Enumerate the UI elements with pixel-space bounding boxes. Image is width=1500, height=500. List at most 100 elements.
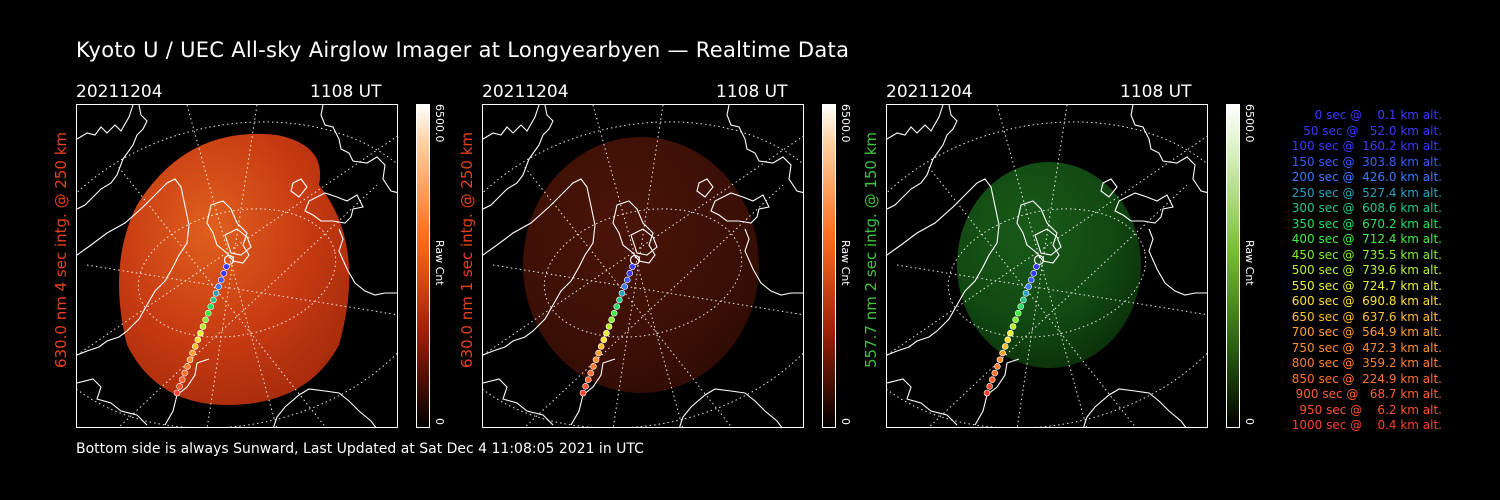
trajectory-point bbox=[199, 323, 207, 330]
trajectory-point bbox=[1033, 254, 1045, 266]
trajectory-point bbox=[1014, 309, 1022, 317]
trajectory-point bbox=[173, 389, 181, 397]
trajectory-point bbox=[991, 369, 999, 377]
colorbar-unit: Raw Cnt bbox=[433, 240, 446, 286]
coordinate-grid bbox=[483, 105, 803, 427]
trajectory-track bbox=[579, 254, 641, 397]
trajectory-point bbox=[629, 263, 636, 270]
trajectory-point bbox=[603, 329, 610, 337]
panel-time: 1108 UT bbox=[310, 82, 382, 102]
allsky-map bbox=[887, 105, 1207, 427]
coastline bbox=[77, 105, 397, 427]
colorbar-max: 6500.0 bbox=[839, 104, 852, 143]
trajectory-point bbox=[600, 336, 608, 344]
trajectory-point bbox=[608, 316, 615, 324]
trajectory-point bbox=[1020, 296, 1027, 304]
legend-row: 350 sec @ 670.2 km alt. bbox=[1287, 216, 1442, 231]
trajectory-point bbox=[204, 309, 212, 317]
trajectory-point bbox=[178, 376, 186, 384]
legend-row: 500 sec @ 739.6 km alt. bbox=[1287, 263, 1442, 277]
footer-status: Bottom side is always Sunward, Last Upda… bbox=[76, 441, 644, 457]
coordinate-grid bbox=[887, 105, 1207, 427]
allsky-image-panel bbox=[482, 104, 804, 428]
colorbar-min: 0 bbox=[1243, 418, 1256, 425]
trajectory-point bbox=[597, 343, 605, 350]
trajectory-point bbox=[626, 270, 634, 277]
trajectory-point bbox=[223, 263, 230, 270]
trajectory-point bbox=[215, 283, 222, 290]
colorbar-min: 0 bbox=[433, 418, 446, 425]
trajectory-point bbox=[220, 270, 228, 277]
legend-row: 800 sec @ 359.2 km alt. bbox=[1287, 356, 1442, 370]
trajectory-point bbox=[610, 309, 618, 317]
trajectory-point bbox=[595, 349, 602, 357]
trajectory-point bbox=[197, 329, 204, 337]
allsky-image-panel bbox=[886, 104, 1208, 428]
colorbar bbox=[822, 104, 836, 428]
trajectory-point bbox=[186, 356, 194, 364]
legend-row: 550 sec @ 724.7 km alt. bbox=[1287, 278, 1442, 293]
trajectory-point bbox=[618, 289, 626, 297]
trajectory-point bbox=[189, 349, 196, 357]
trajectory-point bbox=[223, 254, 235, 266]
trajectory-point bbox=[1022, 289, 1030, 297]
allsky-image-panel bbox=[76, 104, 398, 428]
trajectory-point bbox=[623, 276, 631, 284]
trajectory-point bbox=[996, 356, 1004, 364]
legend-row: 750 sec @ 472.3 km alt. bbox=[1287, 340, 1442, 355]
panel-date: 20211204 bbox=[482, 82, 569, 102]
allsky-map bbox=[77, 105, 397, 427]
legend-row: 700 sec @ 564.9 km alt. bbox=[1287, 325, 1442, 339]
panel-time: 1108 UT bbox=[1120, 82, 1192, 102]
coastline bbox=[887, 105, 1207, 427]
trajectory-point bbox=[590, 363, 597, 370]
trajectory-point bbox=[217, 276, 225, 284]
legend-row: 850 sec @ 224.9 km alt. bbox=[1287, 371, 1442, 386]
panel-date: 20211204 bbox=[886, 82, 973, 102]
legend-row: 650 sec @ 637.6 km alt. bbox=[1287, 309, 1442, 324]
trajectory-point bbox=[1030, 270, 1038, 277]
trajectory-point bbox=[1033, 263, 1040, 270]
legend-row: 150 sec @ 303.8 km alt. bbox=[1287, 154, 1442, 169]
trajectory-point bbox=[988, 376, 996, 384]
trajectory-point bbox=[999, 349, 1006, 357]
trajectory-point bbox=[1025, 283, 1032, 290]
trajectory-point bbox=[212, 289, 220, 297]
trajectory-point bbox=[210, 296, 217, 304]
colorbar-unit: Raw Cnt bbox=[839, 240, 852, 286]
legend-row: 450 sec @ 735.5 km alt. bbox=[1287, 247, 1442, 262]
legend-row: 0 sec @ 0.1 km alt. bbox=[1303, 108, 1442, 122]
trajectory-point bbox=[1012, 316, 1019, 324]
trajectory-point bbox=[582, 383, 589, 390]
trajectory-track bbox=[983, 254, 1045, 397]
legend-row: 900 sec @ 68.7 km alt. bbox=[1291, 387, 1442, 401]
trajectory-point bbox=[176, 383, 183, 390]
trajectory-point bbox=[202, 316, 209, 324]
trajectory-point bbox=[592, 356, 600, 364]
colorbar-unit: Raw Cnt bbox=[1243, 240, 1256, 286]
airglow-region bbox=[523, 137, 759, 393]
legend-row: 300 sec @ 608.6 km alt. bbox=[1287, 201, 1442, 215]
channel-label: 630.0 nm 1 sec intg. @ 250 km bbox=[458, 131, 476, 368]
trajectory-point bbox=[1009, 323, 1017, 330]
legend-row: 100 sec @ 160.2 km alt. bbox=[1287, 139, 1442, 153]
trajectory-point bbox=[584, 376, 592, 384]
trajectory-point bbox=[1004, 336, 1012, 344]
trajectory-point bbox=[181, 369, 189, 377]
trajectory-point bbox=[986, 383, 993, 390]
legend-row: 1000 sec @ 0.4 km alt. bbox=[1291, 418, 1442, 432]
trajectory-point bbox=[994, 363, 1001, 370]
coordinate-grid bbox=[77, 105, 397, 427]
colorbar bbox=[416, 104, 430, 428]
trajectory-point bbox=[587, 369, 595, 377]
colorbar-max: 6500.0 bbox=[1243, 104, 1256, 143]
panel-time: 1108 UT bbox=[716, 82, 788, 102]
allsky-map bbox=[483, 105, 803, 427]
trajectory-point bbox=[621, 283, 628, 290]
trajectory-point bbox=[579, 389, 587, 397]
legend-row: 950 sec @ 6.2 km alt. bbox=[1295, 402, 1442, 417]
trajectory-point bbox=[613, 303, 621, 310]
legend-row: 250 sec @ 527.4 km alt. bbox=[1287, 185, 1442, 200]
trajectory-point bbox=[194, 336, 202, 344]
colorbar bbox=[1226, 104, 1240, 428]
